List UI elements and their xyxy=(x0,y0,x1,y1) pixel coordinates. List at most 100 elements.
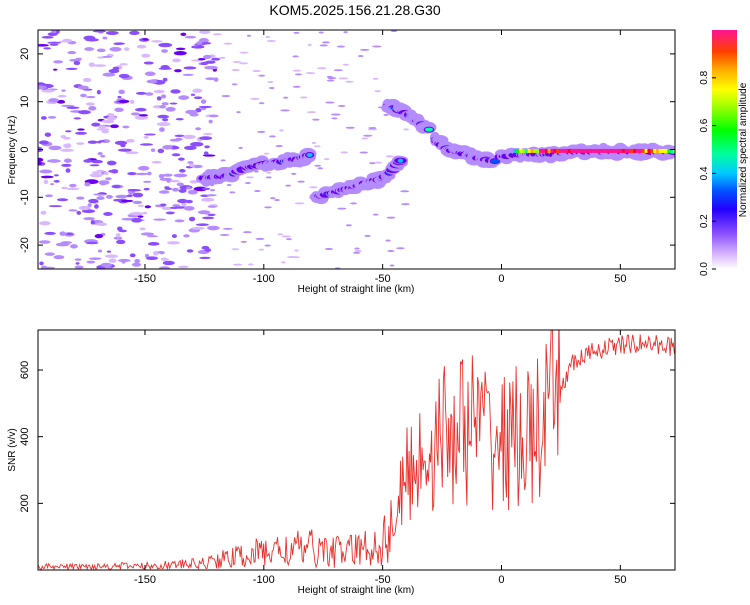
spectrogram-noise-cell xyxy=(187,189,198,195)
spectrogram-noise-cell xyxy=(153,250,159,256)
spectrogram-noise-cell xyxy=(239,62,249,65)
spectrogram-cell xyxy=(641,148,645,153)
spectrogram-noise-cell xyxy=(44,132,52,137)
spectrogram-noise-cell xyxy=(258,74,266,77)
spectrogram-noise-cell xyxy=(345,80,354,83)
spectrogram-noise-cell xyxy=(65,130,72,133)
spectrogram-noise-cell xyxy=(105,177,112,181)
spectrogram-noise-cell xyxy=(172,204,181,207)
spectrogram-noise-cell xyxy=(90,219,95,225)
spectrogram-noise-cell xyxy=(207,205,217,208)
spectrogram-noise-cell xyxy=(104,254,119,258)
spectrogram-cell xyxy=(593,148,597,153)
spectrogram-noise-cell xyxy=(66,143,72,149)
spectrogram-cell xyxy=(490,159,500,164)
spectrogram-noise-cell xyxy=(263,152,270,155)
spectrogram-noise-cell xyxy=(88,106,97,111)
spectrogram-noise-cell xyxy=(400,190,410,193)
spectrogram-noise-cell xyxy=(197,58,206,61)
spectrogram-noise-cell xyxy=(120,199,134,203)
spectrogram-noise-cell xyxy=(96,169,105,172)
spectrogram-noise-cell xyxy=(108,258,117,263)
spectrogram-cell xyxy=(424,127,434,132)
spectrogram-noise-cell xyxy=(252,70,262,73)
spectrogram-noise-cell xyxy=(53,60,64,64)
snr-x-tick-label: 0 xyxy=(498,574,504,586)
spectrogram-noise-cell xyxy=(47,32,58,37)
spectrogram-noise-cell xyxy=(254,170,259,173)
spectrogram-noise-cell xyxy=(84,182,91,187)
spectrogram-cell xyxy=(618,148,622,153)
spectrogram-noise-cell xyxy=(175,47,186,51)
spectrogram-noise-cell xyxy=(164,186,170,189)
spectrogram-noise-cell xyxy=(317,167,324,170)
spectrogram-noise-cell xyxy=(86,260,96,264)
spectrogram-noise-cell xyxy=(88,198,99,204)
spectrogram-noise-cell xyxy=(258,102,265,105)
spectrogram-noise-cell xyxy=(161,206,172,211)
spectrogram-noise-cell xyxy=(134,258,141,264)
colorbar-tick-label: 0.4 xyxy=(699,166,710,180)
spectrogram-noise-cell xyxy=(190,141,204,147)
spectrogram-noise-cell xyxy=(363,134,373,137)
spectrogram-noise-cell xyxy=(176,182,184,187)
spectrogram-noise-cell xyxy=(229,191,236,194)
spectrogram-noise-cell xyxy=(129,253,136,258)
spectrogram-noise-cell xyxy=(167,241,180,245)
spectrogram-noise-cell xyxy=(153,89,165,94)
spectrogram-noise-cell xyxy=(269,135,276,138)
spectrogram-noise-cell xyxy=(268,86,275,89)
spectrogram-noise-cell xyxy=(74,265,84,269)
spectrogram-cell xyxy=(653,148,657,153)
spectrogram-noise-cell xyxy=(202,132,213,136)
spectrogram-noise-cell xyxy=(199,136,213,141)
spectrogram-noise-cell xyxy=(372,77,379,80)
spectrogram-noise-cell xyxy=(337,104,346,107)
spectrogram-cell xyxy=(658,148,662,153)
spectrogram-cell xyxy=(550,148,554,153)
spectrogram-noise-cell xyxy=(173,206,187,209)
spectrogram-noise-cell xyxy=(198,105,212,109)
spectrogram-noise-cell xyxy=(170,89,181,94)
spectrogram-noise-cell xyxy=(242,231,253,234)
spectrogram-noise-cell xyxy=(102,72,116,77)
spectrogram-noise-cell xyxy=(208,119,213,124)
spectrogram-noise-cell xyxy=(60,148,74,152)
spectrogram-noise-cell xyxy=(126,139,135,143)
spectrogram-noise-cell xyxy=(186,186,192,190)
spectrogram-cell xyxy=(598,148,602,153)
spectrogram-noise-cell xyxy=(97,249,103,253)
spectrogram-noise-cell xyxy=(114,140,128,146)
spectrogram-noise-cell xyxy=(73,117,82,120)
snr-y-tick-label: 400 xyxy=(19,427,31,445)
spectrogram-noise-cell xyxy=(266,39,276,42)
spectrogram-noise-cell xyxy=(70,244,78,249)
colorbar: 0.0 0.2 0.4 0.6 0.8 Normalized spectral ampl… xyxy=(699,30,749,276)
spectrogram-noise-cell xyxy=(247,263,254,266)
spectrogram-noise-cell xyxy=(281,261,286,264)
spectrogram-noise-cell xyxy=(219,233,230,236)
spectrogram-noise-cell xyxy=(38,140,49,145)
spectrogram-noise-cell xyxy=(246,34,252,37)
spectrogram-noise-cell xyxy=(43,47,51,50)
spectrogram-noise-cell xyxy=(326,79,335,82)
spectrogram-noise-cell xyxy=(156,122,171,127)
spectrogram-noise-cell xyxy=(207,213,216,217)
spectrogram-noise-cell xyxy=(51,30,57,33)
colorbar-label: Normalized spectral amplitude xyxy=(738,82,749,217)
spectrogram-noise-cell xyxy=(185,109,198,115)
spectrogram-noise-cell xyxy=(151,40,163,43)
spectrogram-noise-cell xyxy=(311,141,317,144)
spectrogram-cell xyxy=(670,148,674,153)
spectrogram-noise-cell xyxy=(119,63,128,66)
spectrogram-noise-cell xyxy=(239,51,249,54)
spectrogram-noise-cell xyxy=(101,119,115,124)
colorbar-axis: 0.0 0.2 0.4 0.6 0.8 xyxy=(699,70,716,276)
spectrogram-noise-cell xyxy=(147,171,152,176)
spectrogram-noise-cell xyxy=(76,196,85,200)
spectrogram-noise-cell xyxy=(61,186,68,190)
spectrogram-noise-cell xyxy=(290,172,297,175)
spectrogram-noise-cell xyxy=(56,198,69,202)
spectrogram-noise-cell xyxy=(231,68,241,71)
spectrogram-noise-cell xyxy=(162,260,175,266)
